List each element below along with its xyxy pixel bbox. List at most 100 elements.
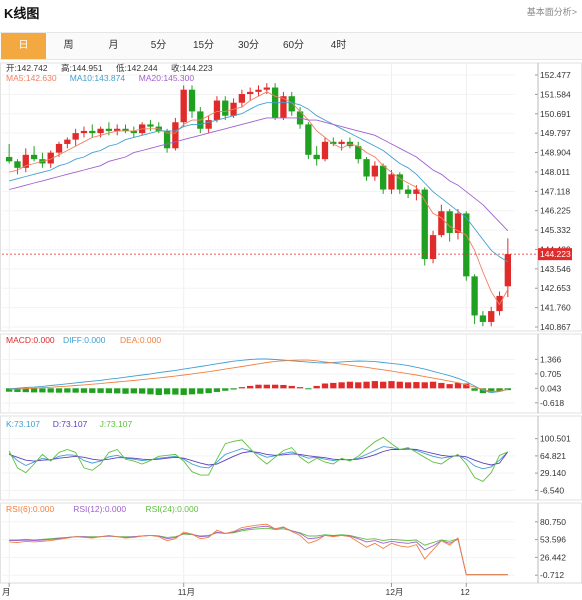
ma5-line — [9, 91, 509, 306]
tab-15min[interactable]: 15分 — [192, 40, 215, 51]
kdj-y-tick-label: 100.501 — [540, 434, 571, 444]
macd-bar — [14, 388, 21, 392]
macd-bar — [47, 388, 54, 393]
ma-legend-label: MA10:143.874 — [70, 73, 126, 83]
x-tick-label: 11月 — [178, 587, 195, 597]
fundamental-analysis-link[interactable]: 基本面分析> — [526, 7, 577, 17]
candle-body — [496, 295, 503, 312]
candle-body — [280, 96, 287, 118]
macd-bar — [413, 382, 420, 389]
kdj-y-tick-label: 29.140 — [540, 468, 566, 478]
macd-bar — [230, 388, 237, 390]
rsi-y-tick-label: -0.712 — [540, 570, 564, 580]
macd-bar — [105, 388, 113, 394]
macd-legend-label: DEA:0.000 — [120, 335, 161, 345]
candle-body — [255, 89, 262, 92]
tab-month[interactable]: 月 — [108, 40, 119, 51]
tab-week[interactable]: 周 — [63, 40, 74, 51]
rsi-y-tick-label: 80.750 — [540, 517, 566, 527]
macd-bar — [488, 388, 495, 393]
kdj-y-tick-label: 64.821 — [540, 451, 566, 461]
candle-body — [247, 91, 254, 95]
macd-bar — [55, 388, 63, 393]
x-tick-label: 月 — [2, 587, 11, 597]
candle-body — [396, 174, 403, 190]
macd-legend-label: DIFF:0.000 — [63, 335, 106, 345]
tab-4hour[interactable]: 4时 — [330, 40, 347, 51]
macd-bar — [371, 381, 379, 389]
macd-bar — [89, 388, 96, 393]
tab-day[interactable]: 日 — [1, 33, 46, 59]
macd-diff-line — [9, 358, 508, 394]
macd-bar — [388, 381, 395, 389]
tab-5min[interactable]: 5分 — [150, 40, 167, 51]
macd-bar — [138, 388, 146, 394]
candle-body — [488, 311, 495, 322]
candle-body — [479, 315, 487, 322]
macd-bar — [305, 388, 312, 390]
kdj-j-line — [8, 436, 508, 482]
rsi-legend-label: RSI(12):0.000 — [73, 504, 126, 514]
macd-bar — [64, 388, 71, 393]
candle-body — [313, 154, 320, 160]
macd-bar — [238, 387, 246, 389]
macd-bar — [380, 381, 387, 389]
macd-bar — [222, 388, 229, 391]
tab-60min[interactable]: 60分 — [282, 40, 305, 51]
macd-bar — [271, 384, 279, 389]
kdj-legend-label: J:73.107 — [100, 419, 133, 429]
candle-body — [222, 100, 229, 116]
macd-bar — [280, 384, 287, 389]
candle-body — [30, 154, 38, 160]
candle-body — [130, 130, 137, 134]
macd-bar — [438, 382, 445, 389]
candle-body — [371, 165, 379, 177]
macd-bar — [80, 388, 88, 393]
kdj-legend-label: K:73.107 — [6, 419, 40, 429]
candle-body — [213, 100, 221, 121]
price-y-tick-label: 147.118 — [540, 186, 570, 196]
price-y-tick-label: 143.546 — [540, 264, 571, 274]
macd-bar — [296, 387, 304, 389]
price-y-tick-label: 145.332 — [540, 225, 571, 235]
macd-bar — [130, 388, 137, 394]
macd-bar — [421, 382, 428, 389]
candle-body — [105, 128, 113, 131]
candle-body — [163, 130, 171, 149]
candle-body — [22, 154, 29, 168]
macd-bar — [180, 388, 187, 395]
macd-bar — [172, 388, 179, 395]
tab-30min[interactable]: 30分 — [237, 40, 260, 51]
ma-legend-label: MA20:145.300 — [139, 73, 195, 83]
rsi-legend-label: RSI(6):0.000 — [6, 504, 54, 514]
macd-bar — [330, 382, 337, 389]
macd-bar — [255, 384, 262, 389]
rsi12-line — [9, 525, 508, 576]
kdj-k-line — [8, 446, 509, 470]
macd-bar — [313, 385, 320, 389]
macd-bar — [404, 382, 412, 389]
candle-body — [72, 133, 79, 140]
candle-body — [388, 174, 395, 190]
macd-bar — [72, 388, 79, 393]
candle-body — [288, 96, 295, 112]
candle-body — [97, 128, 104, 134]
last-price-label: 144.223 — [540, 249, 571, 259]
candle-body — [446, 211, 453, 233]
macd-bar — [22, 388, 29, 393]
candle-body — [305, 124, 312, 155]
candle-body — [205, 120, 212, 129]
macd-bar — [5, 388, 13, 392]
candle-body — [147, 124, 154, 127]
candle-body — [438, 211, 445, 236]
last-price-badge — [538, 248, 572, 261]
macd-bar — [454, 382, 462, 389]
macd-legend-label: MACD:0.000 — [6, 335, 55, 345]
kdj-d-line — [9, 448, 509, 466]
macd-bar — [446, 384, 453, 389]
macd-y-tick-label: 0.705 — [540, 369, 562, 379]
macd-bar — [205, 388, 212, 394]
price-y-tick-label: 151.584 — [540, 89, 571, 99]
candle-body — [114, 128, 121, 131]
